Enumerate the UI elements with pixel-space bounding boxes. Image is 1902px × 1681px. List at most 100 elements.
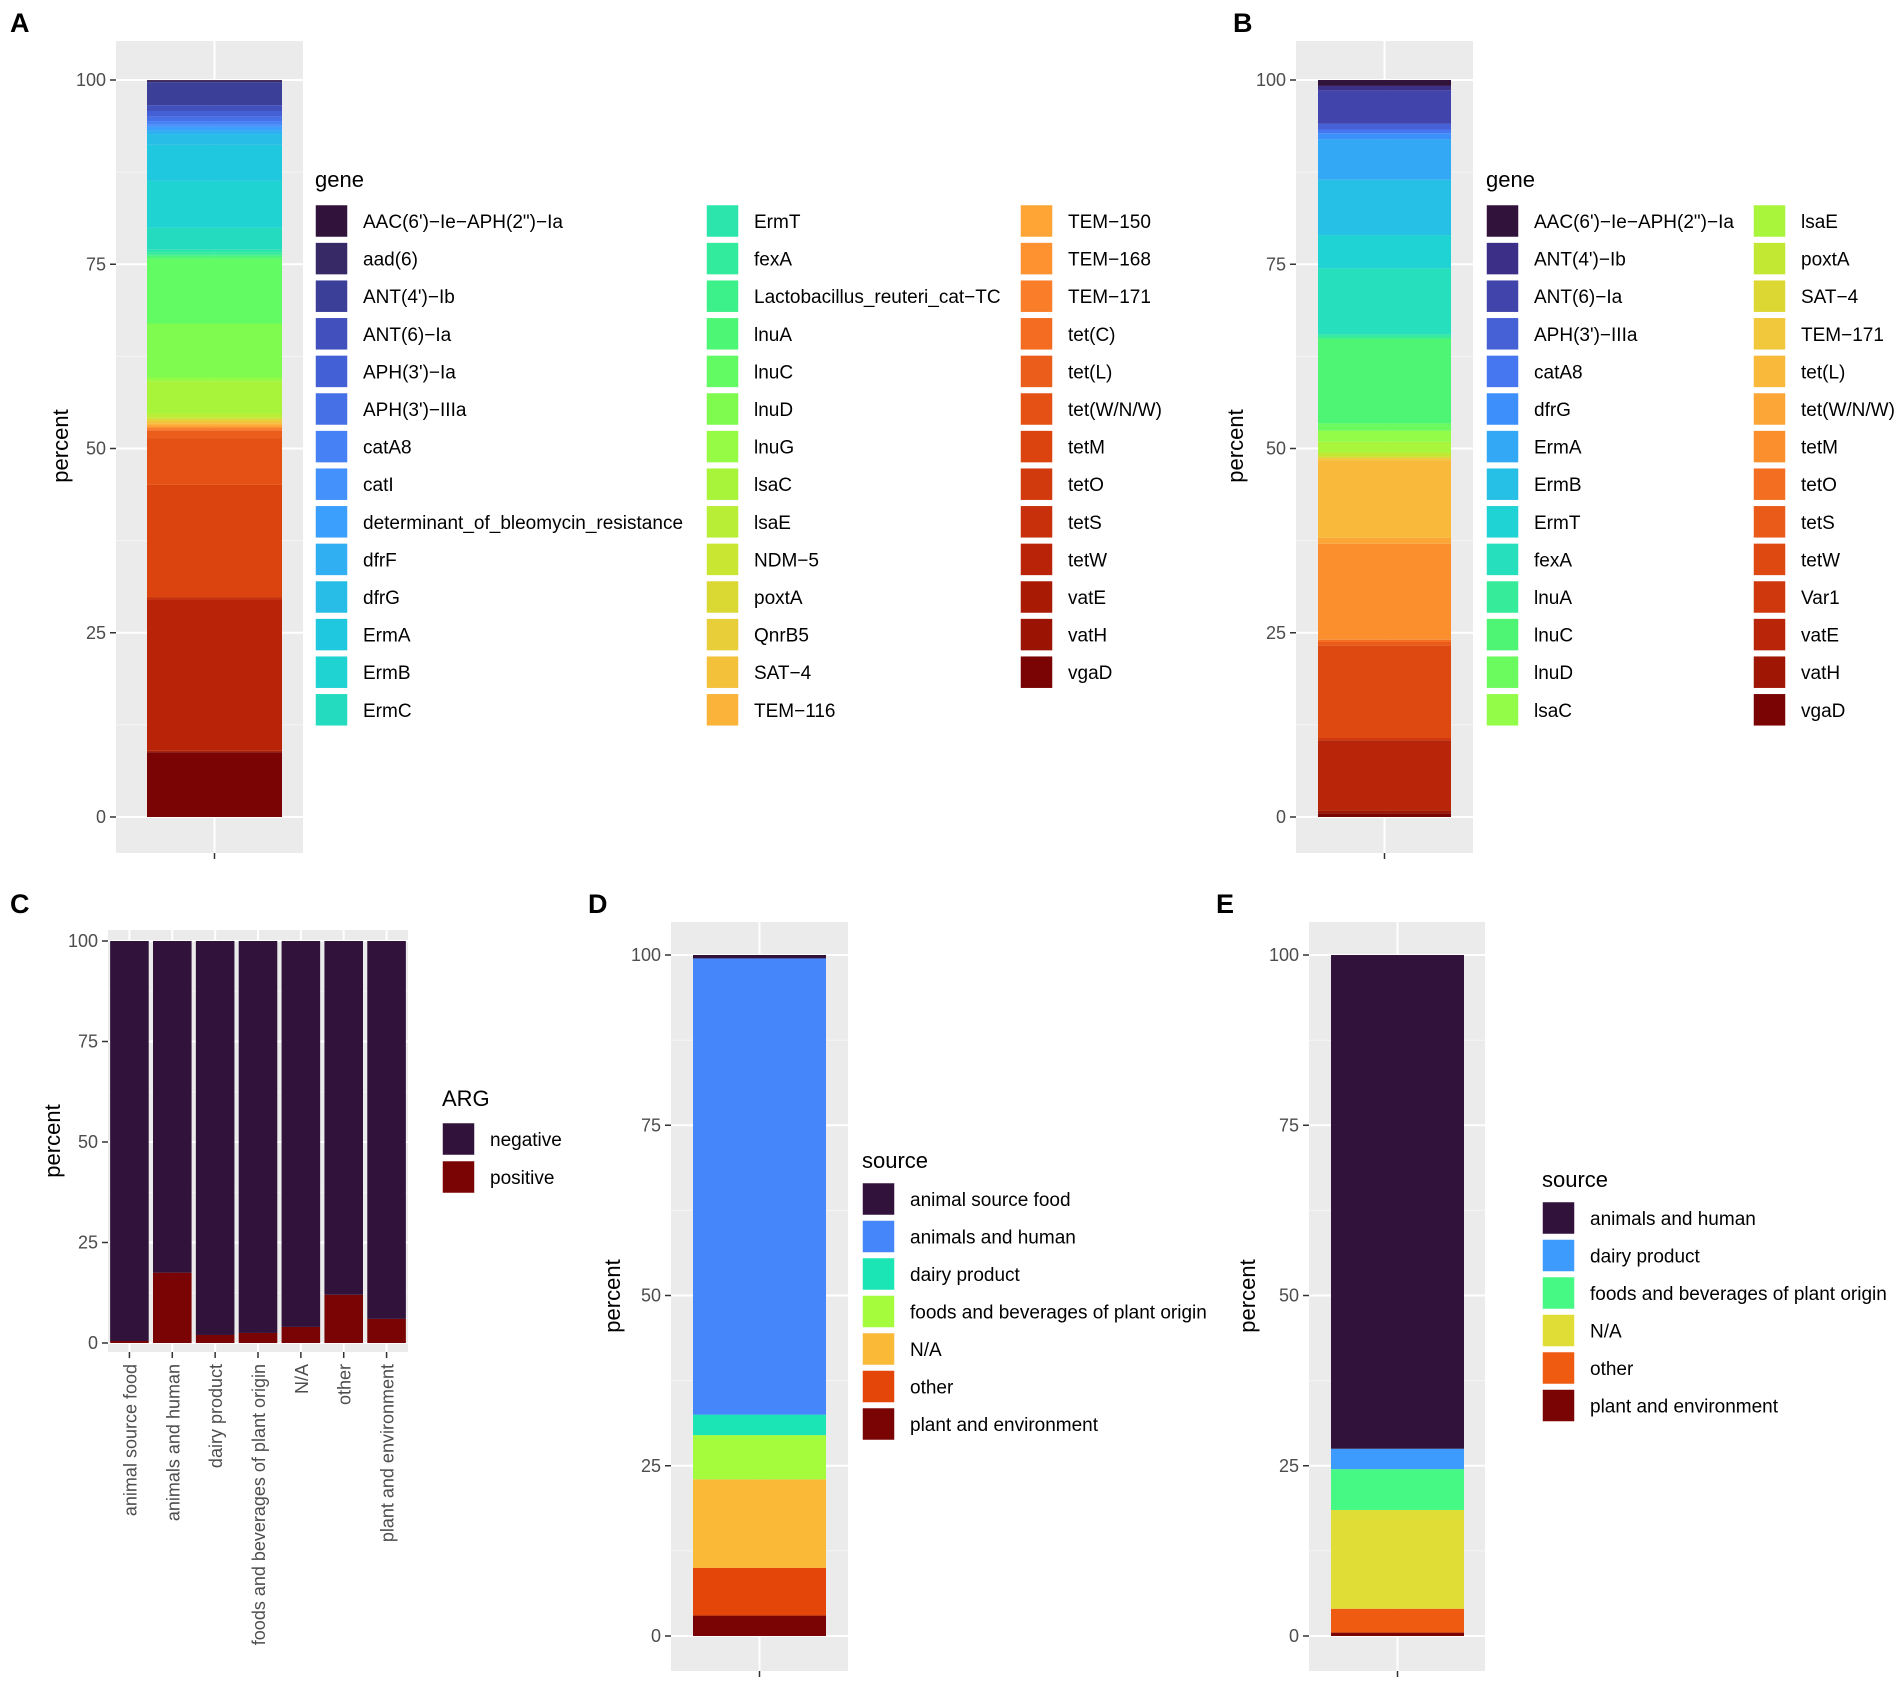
bar-segment-tem-150 <box>147 425 282 427</box>
legend-label: tetS <box>1801 513 1835 534</box>
x-tick-label: animals and human <box>163 1364 183 1521</box>
panel-label-b: B <box>1233 8 1253 38</box>
legend-item: catA8 <box>1485 354 1583 389</box>
bar-segment-tetm <box>147 484 282 597</box>
legend-key <box>1752 391 1787 427</box>
legend-label: QnrB5 <box>754 626 809 647</box>
panel-label-d: D <box>588 889 608 919</box>
legend-label: animals and human <box>910 1228 1076 1249</box>
legend-key <box>314 692 349 728</box>
bar-segment-cata8 <box>147 121 282 125</box>
legend-item: ErmA <box>1485 429 1582 464</box>
y-tick-label: 50 <box>1279 1286 1299 1306</box>
legend-item: foods and beverages of plant origin <box>861 1294 1207 1329</box>
legend-label: lsaC <box>754 475 792 496</box>
legend-label: animals and human <box>1590 1209 1756 1230</box>
legend-label: ANT(6)−Ia <box>1534 287 1623 308</box>
y-tick-label: 25 <box>641 1456 661 1476</box>
bar-segment-ant-6-ia <box>147 105 282 111</box>
bar-segment-sat-4 <box>1318 456 1451 459</box>
bar-segment-foods-and-beverages-of-plant-origin <box>693 1435 826 1480</box>
legend-item: tetW <box>1752 542 1840 577</box>
legend: source animal source food animals and huma… <box>861 1148 1207 1442</box>
legend-key <box>1752 466 1787 502</box>
bar-segment-positive-n-a <box>281 1326 321 1343</box>
y-axis-title: percent <box>40 1104 65 1177</box>
bar-segment-tet-c <box>147 429 282 431</box>
legend-key <box>1541 1350 1576 1386</box>
legend-item: plant and environment <box>1541 1388 1779 1423</box>
legend-label: tetW <box>1801 550 1840 571</box>
bar-segment-tets <box>147 597 282 600</box>
legend-key <box>861 1181 896 1217</box>
bar-segment-ermt <box>147 249 282 253</box>
legend-label: vatE <box>1801 626 1839 647</box>
legend-key <box>1019 654 1054 690</box>
legend-label: lnuC <box>754 362 793 383</box>
legend-key <box>705 354 740 389</box>
legend-item: tetS <box>1019 504 1102 540</box>
bar-segment-tem-168 <box>147 426 282 428</box>
legend-key <box>861 1219 896 1254</box>
legend-label: foods and beverages of plant origin <box>910 1303 1207 1324</box>
bar-segment-vate <box>1318 740 1451 811</box>
legend-key <box>1485 579 1520 615</box>
y-axis-title: percent <box>600 1259 625 1332</box>
legend-key <box>314 654 349 690</box>
bar-segment-ant-4-ib <box>1318 85 1451 91</box>
legend-key <box>1485 203 1520 239</box>
legend-item: vatE <box>1752 617 1839 652</box>
bar-segment-aad-6 <box>147 80 282 83</box>
bar-segment-tetm <box>1318 543 1451 640</box>
legend-label: other <box>910 1378 954 1399</box>
legend-label: vatE <box>1068 588 1106 609</box>
legend-label: tet(L) <box>1068 362 1112 383</box>
bar-segment-determinant-of-bleomycin-resistance <box>147 126 282 131</box>
legend-item: Lactobacillus_reuteri_cat−TC <box>705 278 1001 314</box>
legend-item: ANT(6)−Ia <box>314 316 452 352</box>
y-tick-label: 100 <box>76 70 106 90</box>
bar-segment-lsac <box>147 381 282 414</box>
legend-label: lnuD <box>754 400 793 421</box>
legend-key <box>1019 542 1054 577</box>
legend-item: lnuD <box>705 391 793 427</box>
bar-segment-lnud <box>1318 423 1451 431</box>
bar-segment-plant-and-environment <box>693 1615 826 1636</box>
legend-label: ErmA <box>363 626 411 647</box>
legend-label: Var1 <box>1801 588 1840 609</box>
legend-item: lnuA <box>705 316 792 352</box>
legend-key <box>1485 654 1520 690</box>
y-tick-label: 50 <box>78 1132 98 1152</box>
legend-key <box>1019 504 1054 540</box>
legend-item: tetW <box>1019 542 1107 577</box>
legend-label: lnuD <box>1534 663 1573 684</box>
bar-segment-vath <box>147 751 282 753</box>
bar-segment-teto <box>147 596 282 598</box>
legend-key <box>1752 542 1787 577</box>
legend-key <box>1019 278 1054 314</box>
legend-label: tet(W/N/W) <box>1801 400 1895 421</box>
legend-label: dfrG <box>363 588 400 609</box>
legend-label: lnuA <box>1534 588 1572 609</box>
legend-key <box>1541 1275 1576 1311</box>
legend-item: vatE <box>1019 579 1106 615</box>
legend-key <box>441 1121 476 1157</box>
legend-key <box>705 278 740 314</box>
legend-key <box>705 504 740 540</box>
legend-item: ErmA <box>314 617 411 652</box>
bar-segment-aph-3-iiia <box>147 116 282 122</box>
legend-item: lsaC <box>1485 692 1572 728</box>
legend-label: catA8 <box>363 438 412 459</box>
panel-b: B 0 25 50 75 100 percent gene AAC(6')−Ie−APH(2")… <box>1223 8 1895 859</box>
legend-label: vatH <box>1801 663 1840 684</box>
legend-key <box>314 354 349 389</box>
legend-key <box>1752 692 1787 728</box>
legend-item: lnuC <box>1485 617 1573 652</box>
bar-segment-aph-3-ia <box>147 110 282 117</box>
y-tick-label: 75 <box>1279 1115 1299 1135</box>
bar-segment-erma <box>147 144 282 181</box>
legend-key <box>705 391 740 427</box>
legend-label: vgaD <box>1801 701 1845 722</box>
bar-segment-positive-animals-and-human <box>153 1272 192 1343</box>
bar-segment-tet-w-n-w <box>147 438 282 485</box>
